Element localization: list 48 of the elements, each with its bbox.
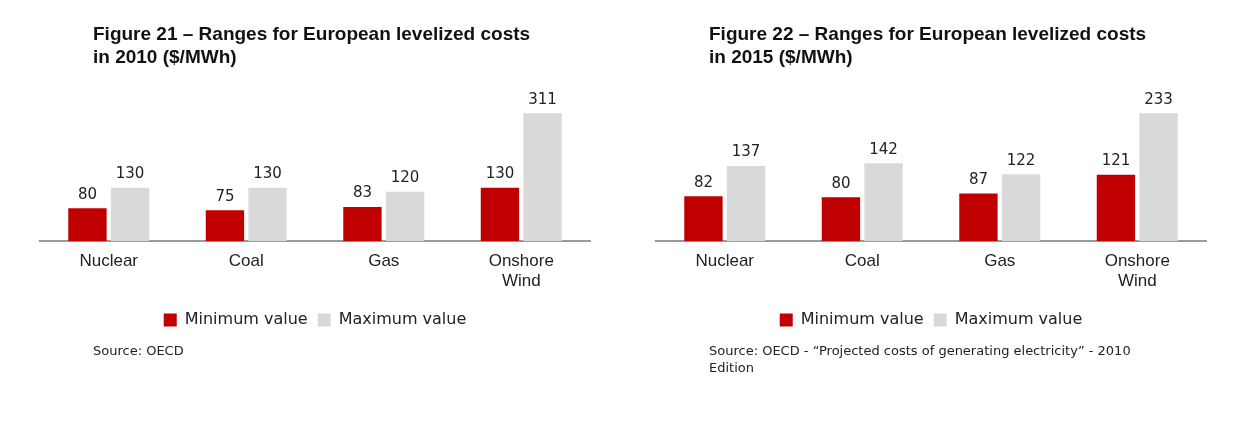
data-label: 87	[968, 169, 988, 188]
data-label: 75	[215, 186, 235, 205]
data-label: 137	[731, 142, 761, 161]
x-tick-label: Coal	[844, 251, 880, 271]
x-tick-label: Nuclear	[695, 251, 755, 271]
x-tick-label: Onshore Wind	[488, 251, 554, 291]
legend-label: Maximum value	[954, 309, 1083, 329]
bar	[248, 187, 287, 242]
bar	[205, 210, 245, 242]
x-tick-label: Gas	[368, 251, 400, 271]
bar	[821, 197, 861, 242]
bar	[864, 163, 903, 242]
bar	[1139, 113, 1178, 242]
chart-title: Figure 22 – Ranges for European levelized costs in 2015 ($/MWh)	[709, 22, 1148, 68]
data-label: 130	[485, 164, 515, 183]
data-label: 130	[115, 164, 145, 183]
bar	[343, 207, 382, 242]
data-label: 142	[869, 139, 898, 158]
data-label: 80	[831, 173, 851, 192]
data-label: 311	[528, 89, 557, 108]
bar	[385, 191, 425, 242]
x-tick-label: Gas	[984, 251, 1016, 271]
x-tick-label: Nuclear	[79, 251, 139, 271]
data-label: 121	[1101, 151, 1131, 170]
bar	[480, 187, 520, 242]
bar	[959, 193, 998, 242]
bar	[726, 166, 766, 242]
chart-title: Figure 21 – Ranges for European levelized costs in 2010 ($/MWh)	[93, 22, 532, 68]
x-tick-label: Coal	[228, 251, 264, 271]
bar	[1001, 174, 1041, 242]
legend-label: Minimum value	[800, 309, 924, 329]
legend-label: Minimum value	[184, 309, 308, 329]
bar	[523, 113, 562, 242]
data-label: 80	[77, 184, 97, 203]
data-label: 130	[253, 164, 282, 183]
source-note: Source: OECD - “Projected costs of generating electricity” - 2010 Edition	[709, 342, 1132, 376]
data-label: 83	[352, 183, 372, 202]
x-tick-label: Onshore Wind	[1104, 251, 1170, 291]
bar	[1096, 174, 1136, 242]
bar	[110, 187, 150, 242]
data-label: 233	[1144, 89, 1173, 108]
data-label: 120	[390, 168, 420, 187]
legend-label: Maximum value	[338, 309, 467, 329]
bar	[68, 208, 107, 242]
source-note: Source: OECD	[93, 342, 185, 359]
bar	[684, 196, 723, 242]
data-label: 82	[693, 172, 713, 191]
data-label: 122	[1006, 150, 1036, 169]
